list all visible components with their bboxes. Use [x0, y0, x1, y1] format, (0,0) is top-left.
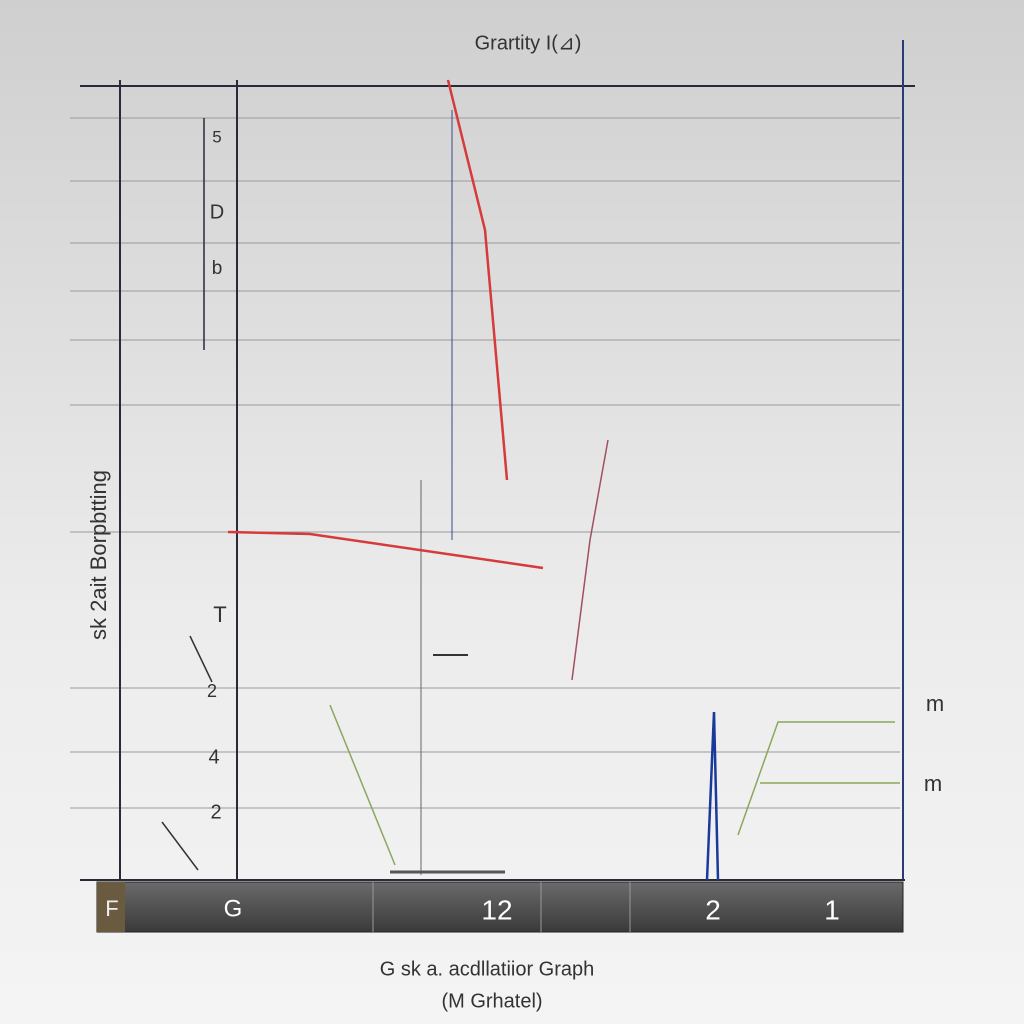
right-tick: m [924, 771, 942, 796]
right-tick: m [926, 691, 944, 716]
bar-cell: G [224, 895, 243, 922]
bar-cell: F [105, 896, 118, 921]
grid [70, 117, 900, 809]
left-tick: 5 [212, 127, 221, 146]
traces [161, 79, 900, 881]
left-tick: 2 [207, 681, 217, 701]
subcaption: (M Grhatel) [441, 990, 542, 1012]
left-tick: 2 [210, 801, 221, 823]
left-tick: 4 [208, 746, 219, 768]
left-tick: D [210, 201, 224, 223]
left-tick: b [212, 258, 223, 279]
left-tick: T [213, 602, 226, 627]
caption: G sk a. acdllatiior Graph [380, 958, 595, 980]
bottom-bar: F G 12 2 1 [96, 881, 904, 933]
title: Grartity I(⊿) [475, 32, 582, 54]
y-axis-label: sk 2ait Borpbtting [86, 470, 111, 640]
bar-cell: 2 [705, 894, 721, 925]
frame [80, 40, 915, 881]
bar-cell: 1 [824, 894, 840, 925]
bar-cell: 12 [481, 894, 512, 925]
